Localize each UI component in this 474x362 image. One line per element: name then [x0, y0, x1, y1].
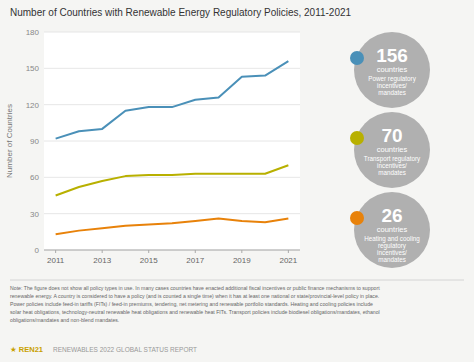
- annotation-label: countries: [377, 225, 408, 234]
- x-tick: [288, 250, 289, 253]
- x-tick-label: 2013: [93, 256, 111, 265]
- grid-line: [44, 177, 300, 178]
- y-tick-label: 150: [26, 64, 40, 73]
- series-line: [56, 61, 289, 139]
- x-tick: [148, 250, 149, 253]
- annotation-value: 70: [381, 125, 402, 146]
- grid-line: [44, 213, 300, 214]
- grid-line: [44, 141, 300, 142]
- legend-item: 156countriesPower regulatoryincentives/m…: [350, 32, 430, 108]
- title: Number of Countries with Renewable Energ…: [10, 7, 352, 18]
- legend-swatch: [350, 131, 364, 145]
- separator: [10, 280, 464, 281]
- grid-line: [44, 104, 300, 105]
- grid-line: [44, 68, 300, 69]
- y-tick-label: 90: [30, 137, 39, 146]
- annotation-value: 26: [381, 205, 402, 226]
- series-group: [56, 61, 289, 234]
- x-tick-label: 2021: [279, 256, 297, 265]
- legend-label: Power regulatoryincentives/mandates: [368, 75, 416, 96]
- x-tick: [102, 250, 103, 253]
- background: [0, 0, 474, 362]
- annotation-value: 156: [376, 45, 408, 66]
- x-tick-label: 2011: [47, 256, 65, 265]
- footer: RENEWABLES 2022 GLOBAL STATUS REPORT: [53, 346, 197, 353]
- grid-line: [44, 32, 300, 33]
- legend-label: Heating and coolingregulatoryincentives/…: [364, 235, 420, 263]
- x-tick: [241, 250, 242, 253]
- y-axis-label: Number of Countries: [5, 104, 14, 178]
- x-tick: [195, 250, 196, 253]
- x-tick-label: 2015: [140, 256, 158, 265]
- x-tick: [55, 250, 56, 253]
- series-line: [56, 219, 289, 235]
- legend-swatch: [350, 211, 364, 225]
- y-tick-label: 180: [26, 28, 40, 37]
- series-line: [56, 165, 289, 195]
- x-axis-line: [44, 250, 300, 251]
- legend-circle: [354, 112, 430, 188]
- x-tick-label: 2017: [186, 256, 204, 265]
- x-tick-label: 2019: [233, 256, 251, 265]
- annotation-label: countries: [377, 65, 408, 74]
- legend-item: 26countriesHeating and coolingregulatory…: [350, 192, 430, 268]
- legend-item: 70countriesTransport regulatoryincentive…: [350, 112, 430, 188]
- y-tick-label: 120: [26, 101, 40, 110]
- y-tick-label: 0: [35, 246, 40, 255]
- y-tick-label: 60: [30, 173, 39, 182]
- legend-swatch: [350, 51, 364, 65]
- legend-circle: [354, 192, 430, 268]
- y-tick-label: 30: [30, 210, 39, 219]
- note: Note: The figure does not show all polic…: [10, 285, 380, 323]
- plot-area: [44, 32, 300, 250]
- grid-line: [44, 250, 300, 251]
- legend-label: Transport regulatoryincentives/mandates: [364, 155, 421, 176]
- annotation-label: countries: [377, 145, 408, 154]
- footer: ★ REN21: [10, 345, 43, 354]
- legend-circle: [354, 32, 430, 108]
